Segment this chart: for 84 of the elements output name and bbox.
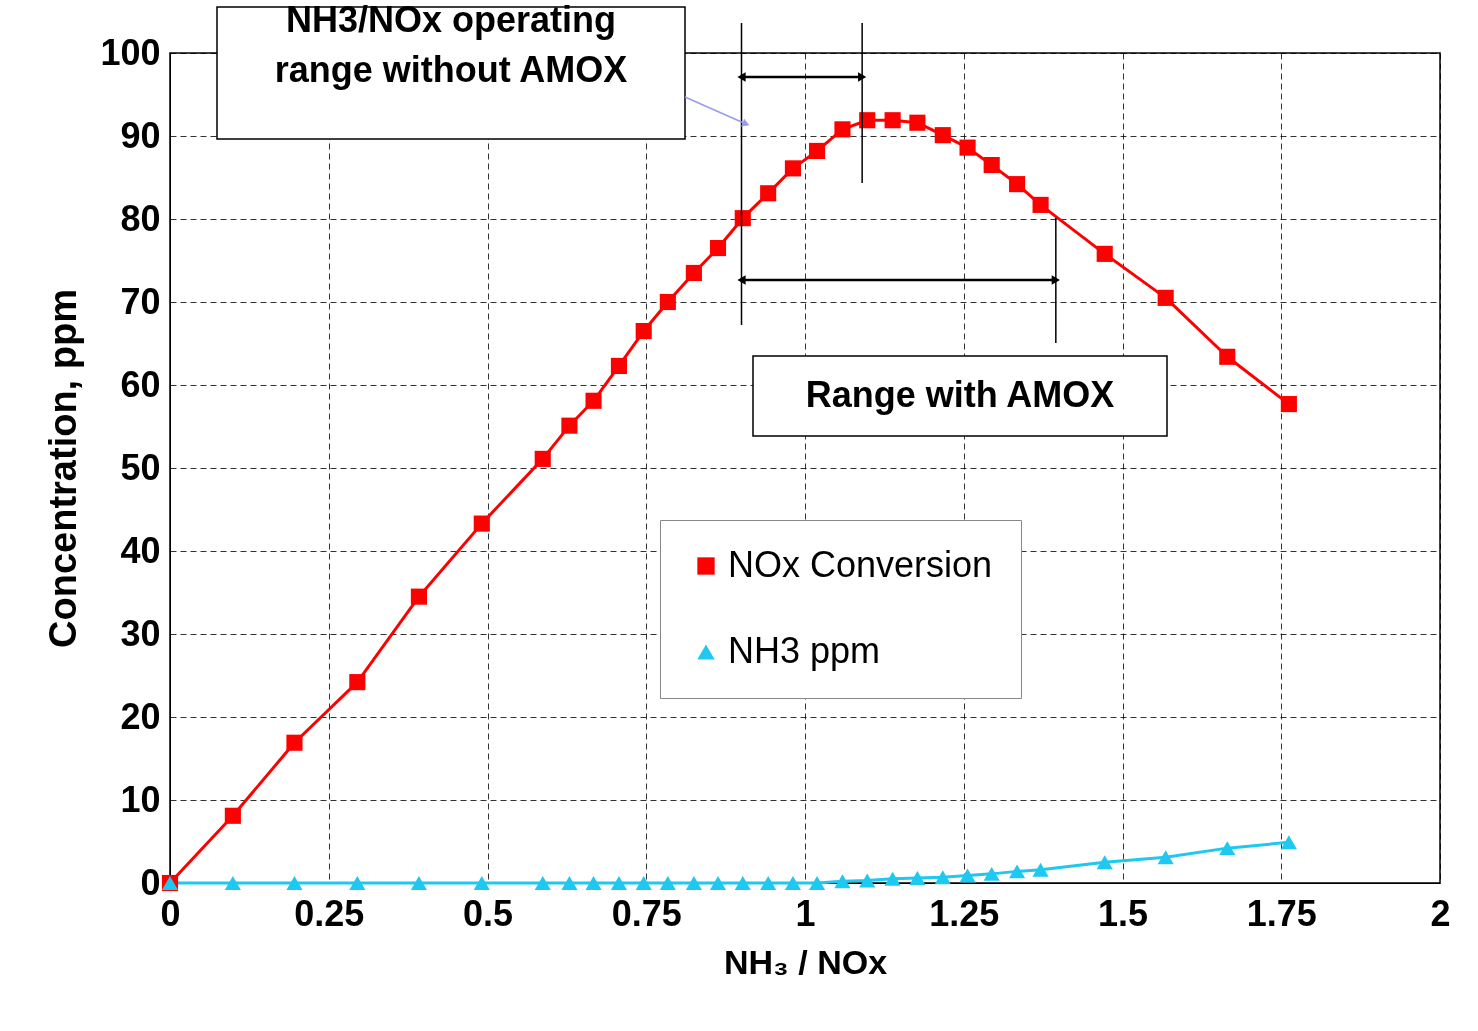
point [959, 868, 976, 883]
point [760, 185, 777, 202]
point [585, 876, 602, 890]
point [1096, 855, 1113, 870]
x-axis-title: NH₃ / NOx [723, 942, 888, 981]
point [784, 160, 801, 177]
point [909, 114, 926, 131]
point [410, 876, 427, 890]
point [534, 450, 551, 467]
y-axis-title: Concentration, ppm [42, 289, 85, 648]
y-tick-label: 90 [120, 114, 161, 156]
x-tick-label: 1.75 [1246, 892, 1317, 934]
point [585, 392, 602, 409]
point [1280, 835, 1297, 850]
point [610, 357, 628, 374]
x-tick-label: 2 [1430, 892, 1451, 934]
y-tick-label: 50 [120, 446, 161, 488]
point [909, 871, 926, 885]
point [834, 121, 851, 138]
point [1219, 348, 1236, 365]
point [983, 866, 1000, 881]
point [934, 127, 951, 144]
point [859, 873, 876, 888]
point [734, 210, 751, 227]
point [884, 112, 901, 129]
point [1219, 841, 1236, 856]
point [286, 734, 303, 751]
x-tick-label: 1.5 [1097, 892, 1149, 934]
point [959, 139, 976, 156]
point [1032, 862, 1049, 877]
x-tick-label: 1.25 [929, 892, 1000, 934]
y-tick-label: 80 [120, 197, 161, 239]
point [834, 874, 851, 889]
point [224, 807, 241, 824]
point [809, 876, 826, 890]
point [635, 876, 652, 890]
point [410, 588, 427, 605]
point [286, 876, 303, 890]
point [1032, 196, 1049, 213]
point [760, 876, 777, 890]
point [224, 876, 241, 890]
point [934, 870, 951, 885]
annotation: NH3/NOx operating range without AMOX [274, 0, 628, 90]
point [610, 876, 628, 890]
point [1096, 245, 1113, 262]
point [734, 876, 751, 890]
legend-label: NH3 ppm [728, 630, 881, 671]
point [349, 674, 366, 691]
x-tick-label: 0.25 [294, 892, 365, 934]
y-tick-label: 0 [140, 861, 161, 903]
point [784, 876, 801, 890]
point [635, 322, 652, 340]
point [534, 876, 551, 890]
point [349, 876, 366, 890]
point [1157, 850, 1174, 865]
legend-label: NOx Conversion [728, 544, 993, 585]
point [884, 871, 901, 886]
x-tick-label: 0.5 [462, 892, 514, 934]
y-tick-label: 10 [120, 778, 161, 820]
y-tick-label: 100 [100, 31, 161, 73]
x-tick-label: 0.75 [611, 892, 682, 934]
y-tick-label: 40 [120, 529, 161, 571]
y-tick-label: 70 [120, 280, 161, 322]
point [561, 876, 578, 890]
point [473, 515, 490, 532]
annotation: Range with AMOX [805, 374, 1115, 415]
point [709, 876, 727, 890]
point [659, 876, 676, 890]
point [1157, 289, 1174, 306]
point [709, 239, 727, 257]
y-tick-label: 60 [120, 363, 161, 405]
point [685, 264, 702, 282]
point [561, 417, 578, 434]
point [1280, 396, 1297, 413]
point [809, 142, 826, 159]
point [473, 876, 490, 890]
y-tick-label: 20 [120, 695, 161, 737]
y-tick-label: 30 [120, 612, 161, 654]
point [1009, 864, 1026, 879]
point [659, 293, 676, 311]
x-tick-label: 1 [795, 892, 816, 934]
point [1009, 176, 1026, 193]
point [685, 876, 702, 890]
point [983, 156, 1000, 174]
